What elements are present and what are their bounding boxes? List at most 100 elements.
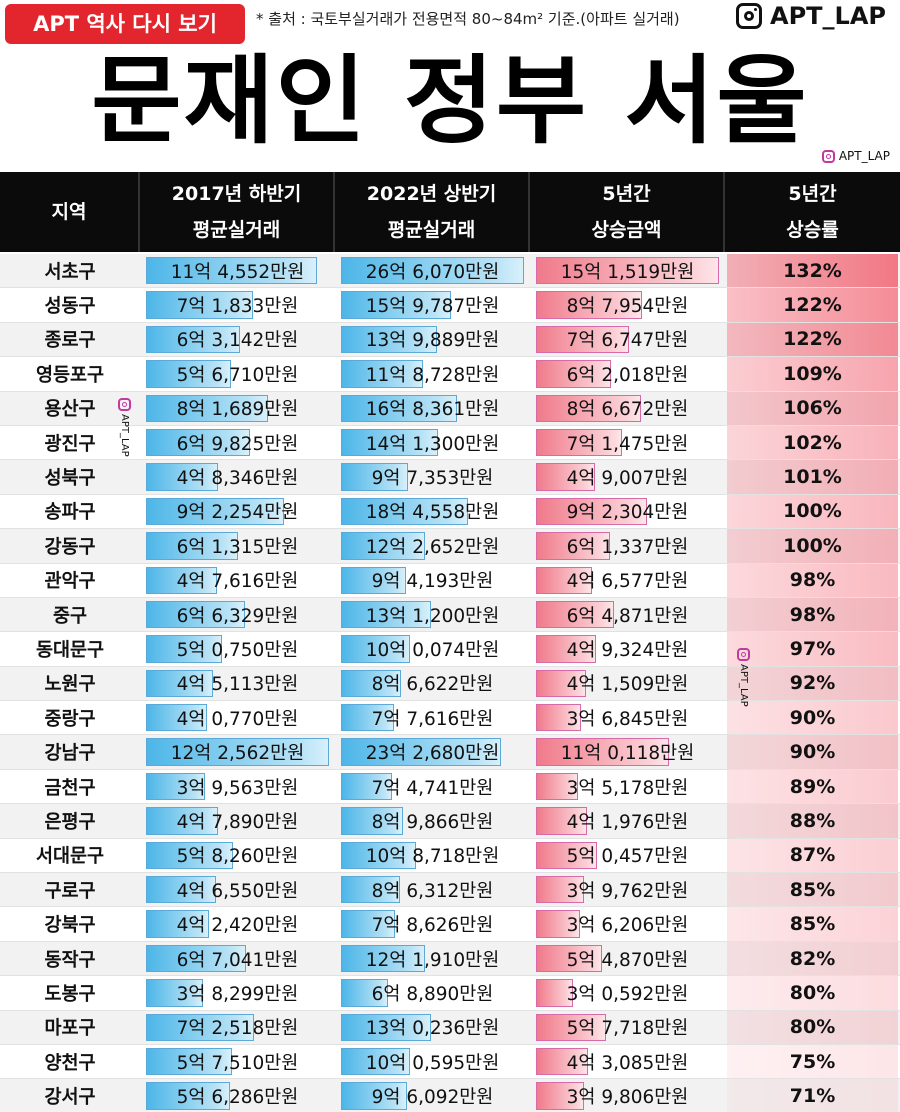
watermark-label: APT_LAP [119, 414, 130, 457]
increase-value: 4억 9,324만원 [566, 639, 689, 661]
region-cell: 노원구 [0, 667, 140, 700]
increase-bar [536, 463, 596, 491]
price-2017-value: 4억 0,770만원 [176, 708, 299, 730]
price-2017-value: 5억 6,286만원 [176, 1087, 299, 1109]
instagram-icon [736, 3, 762, 29]
price-2017-bar [146, 1013, 255, 1041]
table-row: 관악구 4억 7,616만원 9억 4,193만원 4억 6,577만원 98% [0, 563, 900, 598]
increase-bar [536, 360, 611, 388]
price-2017-value: 4억 5,113만원 [176, 674, 299, 696]
increase-cell: 4억 6,577만원 [530, 564, 725, 597]
price-2017-cell: 12억 2,562만원 [140, 735, 335, 768]
rate-cell: 87% [725, 838, 900, 873]
rate-value: 106% [783, 397, 842, 420]
price-2022-bar [341, 635, 410, 663]
region-label: 서초구 [44, 261, 96, 283]
increase-cell: 5억 0,457만원 [530, 839, 725, 872]
price-2017-cell: 5억 8,260만원 [140, 839, 335, 872]
region-cell: 광진구 [0, 426, 140, 459]
price-2022-bar [341, 669, 401, 698]
price-2022-value: 13억 0,236만원 [365, 1018, 500, 1040]
region-label: 금천구 [44, 777, 96, 799]
rate-value: 75% [789, 1050, 836, 1073]
increase-bar [536, 1013, 606, 1041]
price-2022-cell: 8억 6,312만원 [335, 873, 530, 906]
rate-value: 87% [789, 844, 836, 867]
price-2017-cell: 6억 3,142만원 [140, 323, 335, 356]
region-cell: 강남구 [0, 735, 140, 768]
history-badge: APT 역사 다시 보기 [5, 4, 245, 44]
price-2017-bar [146, 979, 204, 1007]
region-label: 종로구 [44, 330, 96, 352]
region-label: 용산구 [44, 399, 96, 421]
region-cell: 금천구 [0, 770, 140, 803]
increase-bar [536, 635, 596, 663]
price-2022-cell: 9억 7,353만원 [335, 460, 530, 493]
price-2017-value: 6억 7,041만원 [176, 949, 299, 971]
region-label: 노원구 [44, 674, 96, 696]
price-2017-cell: 7억 2,518만원 [140, 1011, 335, 1044]
rate-cell: 88% [725, 804, 900, 838]
region-cell: 종로구 [0, 323, 140, 356]
price-2017-value: 6억 3,142만원 [176, 330, 299, 352]
rate-cell: 100% [725, 529, 900, 563]
rate-heat [727, 976, 898, 1010]
price-2022-value: 26억 6,070만원 [365, 261, 500, 283]
column-header-line2: 상승률 [786, 219, 839, 241]
increase-bar [536, 910, 580, 938]
table-row: 강동구 6억 1,315만원 12억 2,652만원 6억 1,337만원 100% [0, 529, 900, 564]
price-2022-value: 12억 2,652만원 [365, 536, 500, 558]
table-row: 중랑구 4억 0,770만원 7억 7,616만원 3억 6,845만원 90% [0, 701, 900, 736]
price-2022-bar [341, 360, 423, 388]
increase-cell: 8억 7,954만원 [530, 288, 725, 321]
price-2017-cell: 4억 8,346만원 [140, 460, 335, 493]
increase-value: 8억 6,672만원 [566, 399, 689, 421]
increase-value: 3억 0,592만원 [566, 983, 689, 1005]
region-cell: 성동구 [0, 288, 140, 321]
brand[interactable]: APT_LAP [736, 2, 886, 30]
rate-cell: 102% [725, 425, 900, 460]
price-2022-bar [341, 291, 451, 319]
price-2017-value: 12억 2,562만원 [170, 743, 305, 765]
increase-bar [536, 979, 573, 1007]
increase-bar [536, 325, 629, 354]
increase-value: 7억 1,475만원 [566, 433, 689, 455]
increase-cell: 4억 1,509만원 [530, 667, 725, 700]
price-2017-cell: 4억 7,890만원 [140, 804, 335, 837]
rate-cell: 85% [725, 907, 900, 941]
column-header-line1: 지역 [51, 201, 87, 223]
region-cell: 영등포구 [0, 357, 140, 390]
price-2022-bar [341, 1082, 408, 1110]
price-2022-bar [341, 325, 438, 354]
increase-bar [536, 1082, 585, 1110]
price-2017-cell: 5억 7,510만원 [140, 1045, 335, 1078]
price-2017-cell: 3억 9,563만원 [140, 770, 335, 803]
rate-value: 122% [783, 294, 842, 317]
price-2017-bar [146, 876, 216, 904]
price-2022-cell: 9억 6,092만원 [335, 1079, 530, 1112]
region-label: 관악구 [44, 571, 96, 593]
price-2022-cell: 12억 1,910만원 [335, 942, 530, 975]
price-2017-cell: 8억 1,689만원 [140, 392, 335, 425]
price-2022-value: 8억 9,866만원 [371, 811, 494, 833]
price-2017-value: 4억 7,616만원 [176, 571, 299, 593]
price-2017-value: 4억 6,550만원 [176, 880, 299, 902]
table-row: 동작구 6억 7,041만원 12억 1,910만원 5억 4,870만원 82% [0, 941, 900, 977]
price-2022-cell: 14억 1,300만원 [335, 426, 530, 459]
increase-bar [536, 876, 585, 904]
increase-cell: 9억 2,304만원 [530, 495, 725, 528]
price-2017-bar [146, 944, 247, 973]
increase-value: 9억 2,304만원 [566, 502, 689, 524]
increase-value: 4억 1,509만원 [566, 674, 689, 696]
rate-heat [727, 391, 898, 425]
region-cell: 동대문구 [0, 632, 140, 665]
increase-cell: 4억 9,007만원 [530, 460, 725, 493]
increase-cell: 7억 1,475만원 [530, 426, 725, 459]
rate-heat [727, 735, 898, 769]
region-cell: 동작구 [0, 942, 140, 975]
column-header-rate: 5년간 상승률 [725, 172, 900, 252]
price-2022-cell: 11억 8,728만원 [335, 357, 530, 390]
price-2017-cell: 5억 6,286만원 [140, 1079, 335, 1112]
rate-cell: 98% [725, 563, 900, 597]
region-cell: 서초구 [0, 254, 140, 287]
